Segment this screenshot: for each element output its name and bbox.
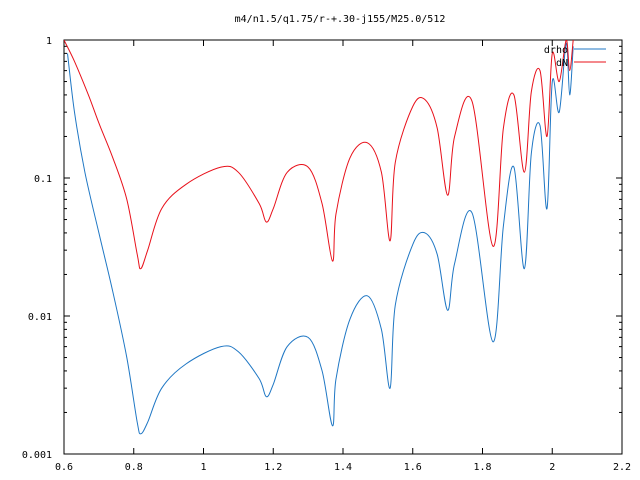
y-tick-label: 1 (46, 36, 52, 47)
x-tick-label: 1 (200, 462, 206, 473)
series-line-dN (64, 40, 574, 270)
x-tick-label: 2.2 (613, 462, 631, 473)
y-tick-label: 0.01 (28, 312, 52, 323)
plot-area (63, 39, 623, 455)
x-tick-label: 1.8 (473, 462, 491, 473)
x-tick-label: 1.4 (334, 462, 352, 473)
legend-label-drho: drho (544, 45, 568, 56)
series-line-drho (67, 42, 574, 435)
x-tick-label: 1.6 (404, 462, 422, 473)
x-tick-label: 0.6 (55, 462, 73, 473)
y-tick-label: 0.001 (22, 450, 52, 461)
legend: drho dN (544, 45, 606, 69)
plot-frame (63, 39, 623, 455)
legend-label-dN: dN (556, 58, 568, 69)
y-tick-label: 0.1 (34, 174, 52, 185)
x-axis: 0.6 0.8 1 1.2 1.4 1.6 1.8 2 2.2 (55, 40, 631, 473)
y-axis: 0.001 0.01 0.1 1 (22, 36, 622, 461)
chart-title: m4/n1.5/q1.75/r-+.30-j155/M25.0/512 (235, 14, 446, 25)
x-tick-label: 0.8 (125, 462, 143, 473)
x-tick-label: 1.2 (264, 462, 282, 473)
x-tick-label: 2 (549, 462, 555, 473)
series-layer (64, 40, 574, 435)
